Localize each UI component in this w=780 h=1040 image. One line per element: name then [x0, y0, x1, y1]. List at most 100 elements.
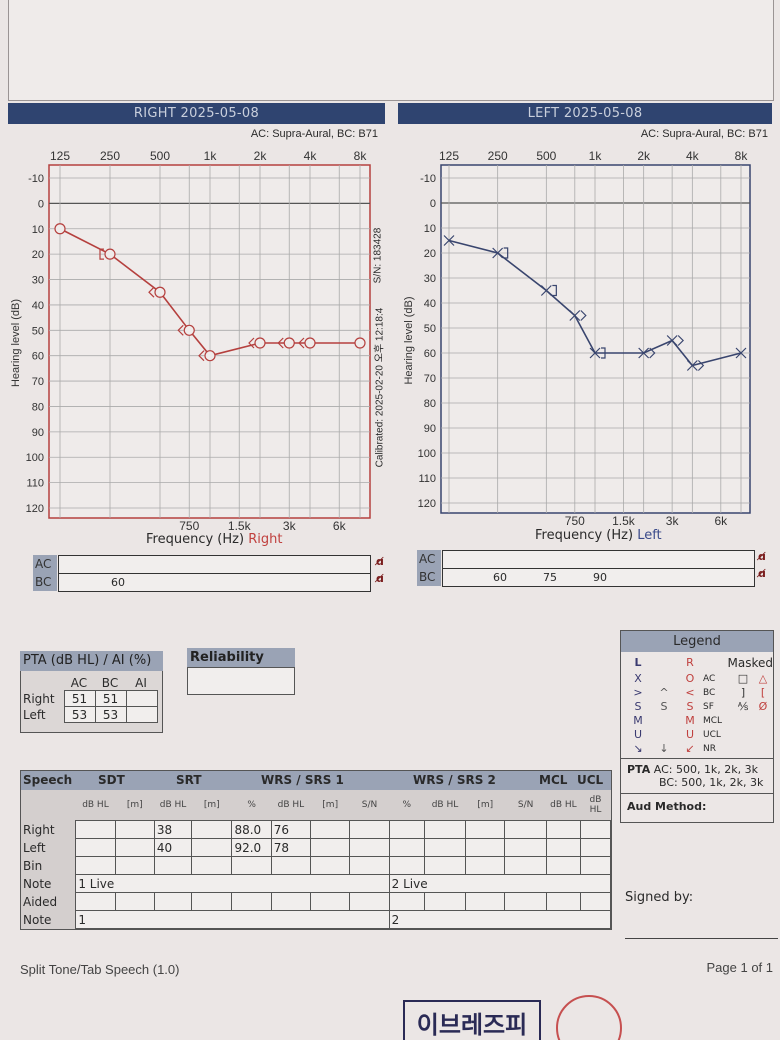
- bc-less-than-marker: [277, 337, 284, 349]
- speech-cell: [579, 856, 612, 875]
- legend-masked-right: △: [758, 672, 768, 685]
- legend-both-symbol: ↓: [659, 742, 669, 755]
- x-tick-label-bottom: 1.5k: [228, 519, 252, 533]
- left-transducer: AC: Supra-Aural, BC: B71: [640, 128, 768, 140]
- y-tick-label: -10: [420, 173, 436, 185]
- speech-subheader: S/N: [504, 790, 547, 821]
- speech-cell: [114, 820, 155, 839]
- ac-x-marker: [443, 235, 455, 246]
- pta-row-left: Left 53 53: [21, 706, 158, 723]
- y-tick-label: 80: [32, 401, 44, 413]
- speech-cell: 78: [270, 838, 312, 857]
- legend-masked-right: [753, 728, 773, 742]
- pta-right-ai: [125, 690, 158, 707]
- legend-type: BC: [703, 688, 716, 698]
- left-audiogram: -10 0 10 20 30 40 50 60 70 80 90 100 110 120 125 250 500…: [390, 140, 780, 564]
- aided-cell: [388, 892, 425, 911]
- x-tick-label-top: 2k: [254, 149, 268, 163]
- legend-masked-left: □: [737, 672, 749, 685]
- speech-subheader: S/N: [349, 790, 390, 821]
- aided-cell: [465, 892, 506, 911]
- ac-x-marker: [666, 335, 678, 346]
- ear-label-left: Left: [637, 528, 662, 543]
- y-tick-label: 70: [32, 376, 44, 388]
- aided-cell: [153, 892, 193, 911]
- speech-subheader: dB HL: [424, 790, 466, 821]
- speech-cell: [153, 856, 193, 875]
- y-tick-label: 50: [424, 323, 436, 335]
- legend-row: U U UCL: [625, 728, 773, 742]
- mcl-header: MCL: [539, 773, 568, 787]
- signature-line: [625, 938, 778, 939]
- speech-cell: [310, 856, 351, 875]
- speech-subheader: dB HL: [75, 790, 116, 821]
- x-tick-label-top: 2k: [637, 149, 651, 163]
- legend-masked-left: [733, 714, 753, 728]
- aided-cell: [349, 892, 390, 911]
- y-tick-label: 80: [424, 398, 436, 410]
- legend-right-symbol: M: [685, 714, 695, 727]
- right-transducer: AC: Supra-Aural, BC: B71: [250, 128, 378, 140]
- bc-less-than-marker: [198, 350, 205, 362]
- y-tick-label: 60: [32, 351, 44, 363]
- x-tick-label-top: 4k: [304, 149, 318, 163]
- legend-panel: Legend L R Masked X O AC □ △ > ^ < BC][S S S SF ⅍ Ø M M…: [620, 630, 774, 823]
- speech-row: Right 38 88.0 76: [21, 820, 612, 839]
- ac-circle-marker: [304, 337, 316, 349]
- speech-cell: [465, 820, 506, 839]
- speech-header-label: Speech: [23, 773, 73, 787]
- ac-circle-marker: [283, 337, 295, 349]
- legend-type: UCL: [703, 730, 721, 740]
- y-tick-label: 120: [26, 503, 44, 515]
- legend-left-symbol: X: [634, 672, 642, 685]
- speech-subheader: dB HL: [154, 790, 192, 821]
- speech-row: Left 40 92.0 78: [21, 838, 612, 857]
- legend-type: MCL: [703, 716, 723, 726]
- y-tick-label: 100: [418, 448, 436, 460]
- x-tick-label-top: 1k: [589, 149, 603, 163]
- y-axis-label: Hearing level (dB): [10, 299, 22, 387]
- legend-left-header: L: [634, 656, 642, 669]
- speech-cell: [191, 856, 233, 875]
- masking-value: 60: [111, 576, 125, 589]
- ac-x-marker: [540, 285, 552, 296]
- pta-row-right: Right 51 51: [21, 690, 158, 707]
- legend-both-symbol: ^: [659, 686, 669, 699]
- ac-x-marker: [569, 310, 581, 321]
- aided-cell: [270, 892, 312, 911]
- legend-row: ↘ ↓ ↙ NR: [625, 742, 773, 756]
- speech-cell: 88.0: [231, 820, 272, 839]
- speech-subheader: [m]: [465, 790, 505, 821]
- speech-cell: [270, 856, 312, 875]
- speech-header: Speech SDT SRT WRS / SRS 1 WRS / SRS 2 M…: [21, 771, 611, 790]
- right-masking-levels: AC BC 60 ɑ̸ ɑ̸: [33, 555, 393, 593]
- ac-x-marker: [735, 347, 747, 359]
- x-tick-label-top: 250: [488, 149, 508, 163]
- speech-cell: [114, 838, 155, 857]
- speech-cell: 92.0: [231, 838, 272, 857]
- masking-value: 75: [543, 571, 557, 584]
- x-tick-label-bottom: 3k: [666, 514, 680, 528]
- reliability-title: Reliability: [187, 648, 295, 667]
- speech-subheader: dB HL: [546, 790, 581, 821]
- bc-masked-bracket-marker: [552, 284, 557, 297]
- y-tick-label: 90: [424, 423, 436, 435]
- seal-stamp: [556, 995, 622, 1040]
- name-stamp: 이브레즈피: [403, 1000, 541, 1040]
- aided-cell: [545, 892, 581, 911]
- speech-cell: 40: [153, 838, 193, 857]
- y-tick-label: 110: [418, 473, 436, 485]
- left-masking-levels: AC BC 60 75 90 ɑ̸ ɑ̸: [417, 550, 777, 588]
- speech-table: Speech SDT SRT WRS / SRS 1 WRS / SRS 2 M…: [20, 770, 612, 930]
- speech-subheader: dB HL: [580, 790, 611, 821]
- speech-subheader: [m]: [191, 790, 232, 821]
- pta-left-ac: 53: [63, 706, 96, 723]
- speech-cell: [388, 856, 425, 875]
- right-bc-masking-field: 60: [58, 573, 371, 592]
- x-tick-label-top: 125: [50, 149, 70, 163]
- reliability-panel: Reliability: [187, 648, 295, 695]
- x-tick-label-bottom: 3k: [283, 519, 297, 533]
- left-ac-masking-field: [442, 550, 755, 569]
- legend-pta-ac: AC: 500, 1k, 2k, 3k: [653, 763, 759, 776]
- legend-masked-left: [733, 742, 753, 756]
